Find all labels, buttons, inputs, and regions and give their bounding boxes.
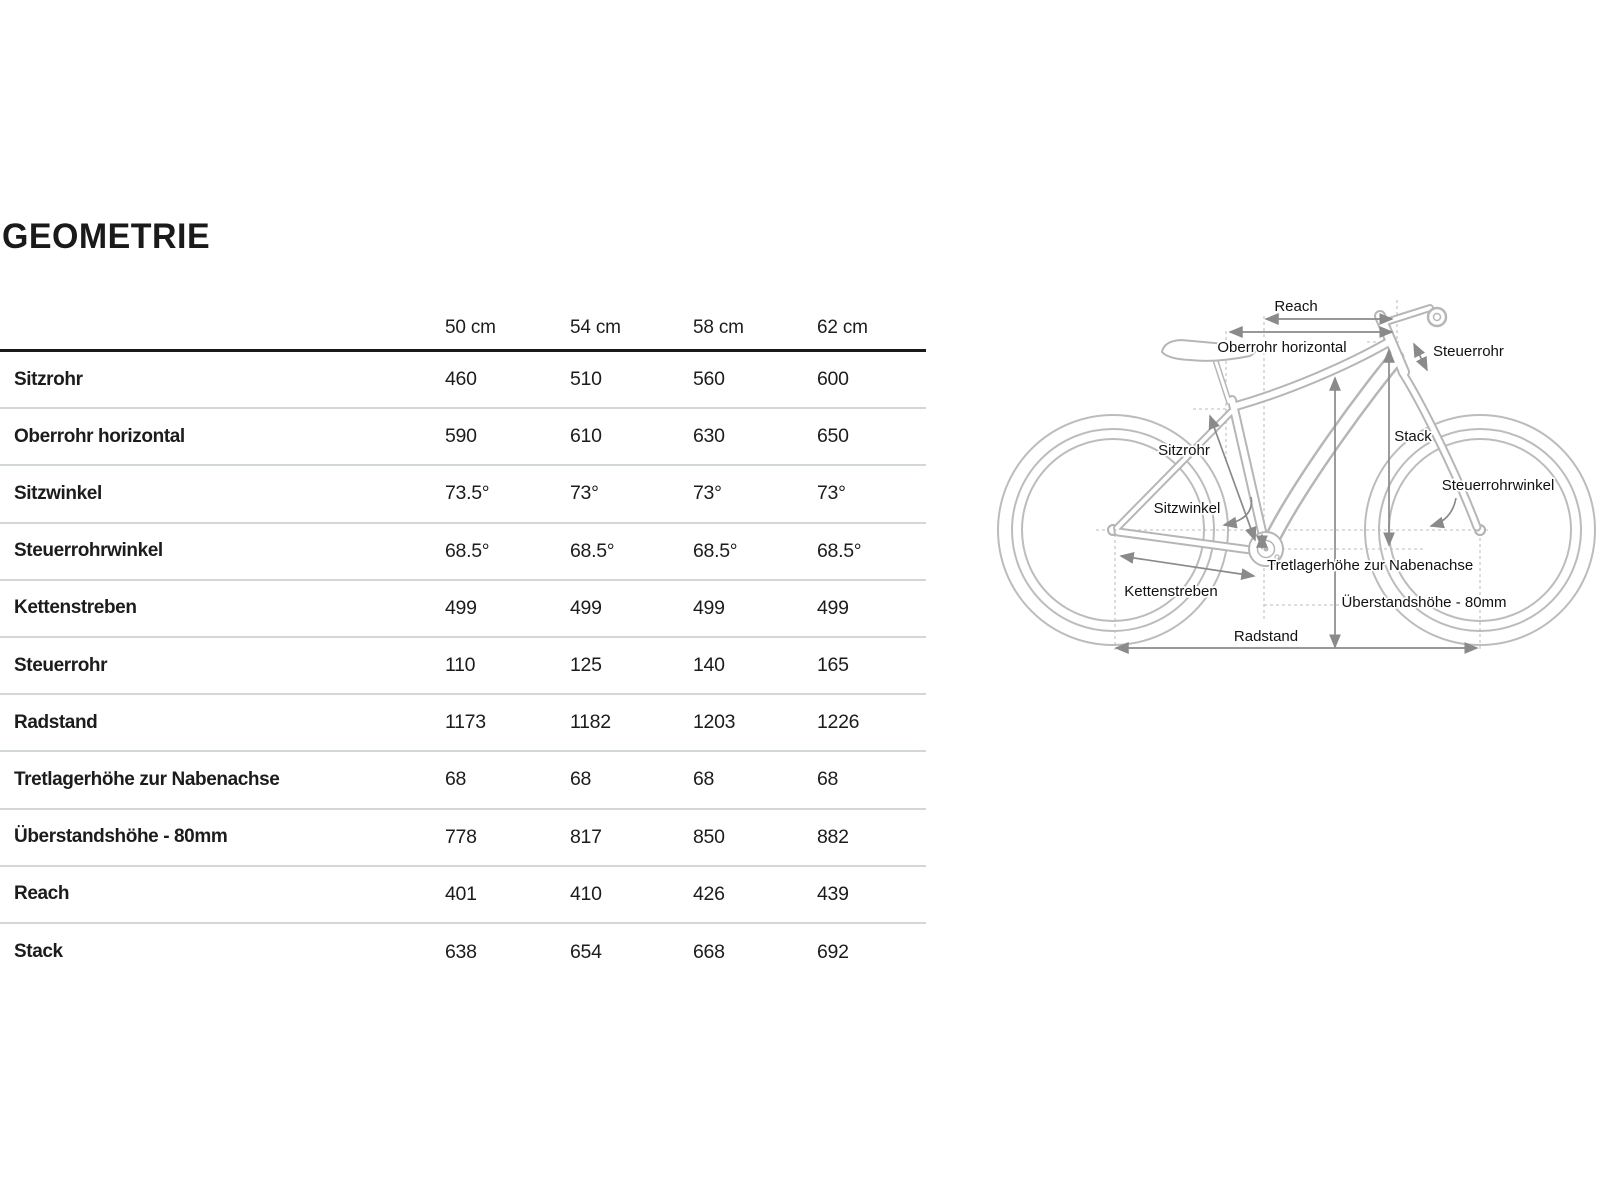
table-row: Steuerrohr 110 125 140 165 [0, 638, 926, 696]
row-value: 68 [693, 768, 715, 791]
table-row: Kettenstreben 499 499 499 499 [0, 581, 926, 638]
table-row: Tretlagerhöhe zur Nabenachse 68 68 68 68 [0, 752, 926, 810]
row-value: 410 [570, 882, 602, 905]
column-header-58cm: 58 cm [693, 317, 744, 338]
row-label: Reach [14, 883, 70, 905]
row-value: 140 [693, 654, 725, 677]
row-value: 499 [693, 596, 725, 619]
row-value: 1173 [445, 711, 486, 734]
diagram-labels: Reach Oberrohr horizontal Steuerrohr Sit… [1123, 296, 1556, 647]
stack-label: Stack [1394, 428, 1432, 445]
oberrohr-label: Oberrohr horizontal [1217, 339, 1346, 356]
row-label: Sitzrohr [14, 368, 83, 390]
row-value: 460 [445, 368, 477, 391]
row-value: 426 [693, 882, 725, 905]
column-header-54cm: 54 cm [570, 317, 621, 338]
row-value: 68.5° [817, 539, 862, 562]
sitzwinkel-arc [1222, 496, 1253, 529]
row-value: 882 [817, 825, 849, 848]
table-row: Stack 638 654 668 692 [0, 924, 926, 981]
row-value: 110 [445, 654, 476, 677]
row-value: 125 [570, 654, 602, 677]
row-label: Kettenstreben [14, 597, 137, 619]
row-value: 68 [570, 768, 592, 791]
row-value: 650 [817, 425, 849, 448]
row-label: Steuerrohrwinkel [14, 540, 163, 562]
row-value: 560 [693, 368, 725, 391]
row-value: 401 [445, 882, 477, 905]
row-value: 638 [445, 940, 477, 963]
row-value: 600 [817, 368, 849, 391]
row-value: 73° [570, 482, 599, 505]
handlebar-grip [1426, 306, 1448, 328]
table-row: Reach 401 410 426 439 [0, 867, 926, 924]
steuerrohrwinkel-label: Steuerrohrwinkel [1442, 477, 1555, 494]
row-value: 1182 [570, 711, 611, 734]
row-value: 692 [817, 940, 849, 963]
table-row: Steuerrohrwinkel 68.5° 68.5° 68.5° 68.5° [0, 524, 926, 581]
row-value: 73.5° [445, 482, 490, 505]
row-label: Tretlagerhöhe zur Nabenachse [14, 768, 280, 790]
steuerrohr-label: Steuerrohr [1433, 343, 1504, 360]
column-header-50cm: 50 cm [445, 317, 496, 338]
tretlagerhoehe-label: Tretlagerhöhe zur Nabenachse [1267, 557, 1473, 574]
ueberstandshoehe-label: Überstandshöhe - 80mm [1341, 593, 1506, 611]
table-header-row: 50 cm 54 cm 58 cm 62 cm [0, 300, 926, 352]
row-value: 850 [693, 825, 725, 848]
row-value: 68 [817, 768, 839, 791]
page-title: GEOMETRIE [2, 217, 211, 256]
sitzrohr-label: Sitzrohr [1158, 442, 1210, 459]
steuerrohr-arrow [1413, 342, 1428, 372]
table-row: Überstandshöhe - 80mm 778 817 850 882 [0, 810, 926, 867]
bike-geometry-diagram: Reach Oberrohr horizontal Steuerrohr Sit… [997, 296, 1596, 654]
row-value: 439 [817, 882, 849, 905]
sitzrohr-arrow [1208, 414, 1257, 542]
row-value: 510 [570, 368, 602, 391]
row-label: Überstandshöhe - 80mm [14, 826, 228, 848]
row-value: 778 [445, 825, 477, 848]
row-value: 499 [445, 596, 477, 619]
row-value: 68 [445, 768, 467, 791]
table-row: Radstand 1173 1182 1203 1226 [0, 695, 926, 753]
reach-label: Reach [1274, 298, 1317, 315]
table-row: Sitzwinkel 73.5° 73° 73° 73° [0, 466, 926, 524]
row-value: 165 [817, 654, 849, 677]
row-label: Sitzwinkel [14, 482, 102, 504]
row-value: 610 [570, 425, 602, 448]
geometry-table: 50 cm 54 cm 58 cm 62 cm Sitzrohr 460 510… [0, 300, 926, 981]
dimension-arrows [1114, 313, 1479, 654]
kettenstreben-arrow [1119, 552, 1256, 580]
row-value: 1203 [693, 711, 736, 734]
row-label: Stack [14, 941, 63, 963]
column-header-62cm: 62 cm [817, 317, 868, 338]
steuerrohrwinkel-arc [1429, 497, 1457, 529]
row-value: 499 [817, 596, 849, 619]
row-label: Steuerrohr [14, 654, 108, 676]
row-value: 630 [693, 425, 725, 448]
sitzwinkel-label: Sitzwinkel [1154, 500, 1221, 517]
row-value: 1226 [817, 711, 860, 734]
kettenstreben-label: Kettenstreben [1124, 583, 1217, 600]
table-row: Sitzrohr 460 510 560 600 [0, 352, 926, 410]
table-row: Oberrohr horizontal 590 610 630 650 [0, 409, 926, 467]
row-value: 668 [693, 940, 725, 963]
row-value: 654 [570, 940, 602, 963]
radstand-label: Radstand [1234, 628, 1298, 645]
row-value: 499 [570, 596, 602, 619]
row-value: 68.5° [693, 539, 738, 562]
row-value: 73° [693, 482, 722, 505]
row-label: Oberrohr horizontal [14, 425, 185, 447]
row-value: 73° [817, 482, 846, 505]
row-value: 817 [570, 825, 602, 848]
saddle [1160, 338, 1257, 362]
row-label: Radstand [14, 711, 98, 733]
row-value: 68.5° [445, 539, 490, 562]
row-value: 68.5° [570, 539, 615, 562]
row-value: 590 [445, 425, 477, 448]
